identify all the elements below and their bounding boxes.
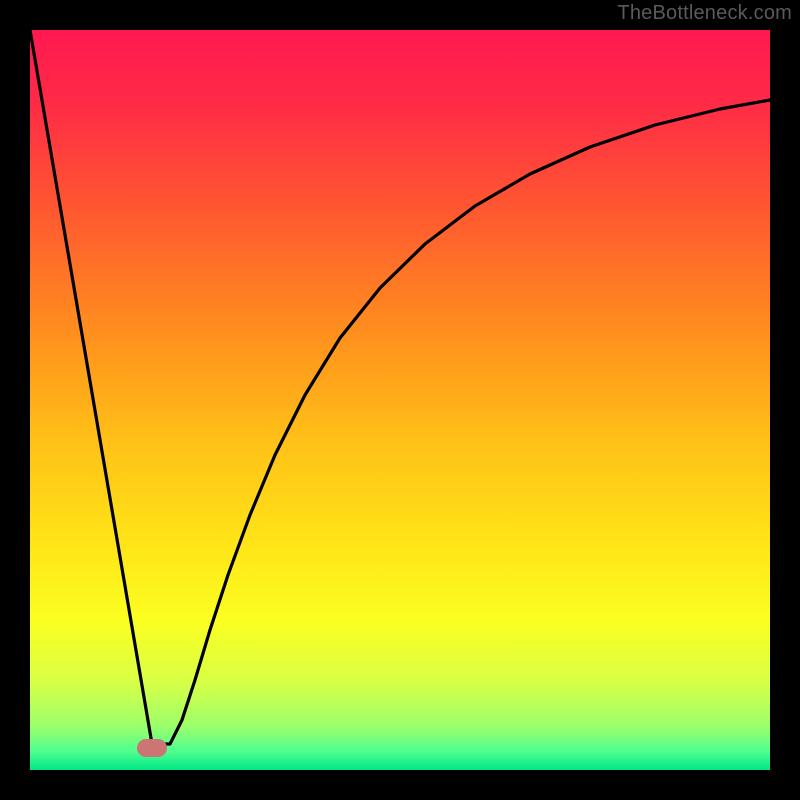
chart-container: { "watermark": { "text": "TheBottleneck.… — [0, 0, 800, 800]
plot-background — [30, 30, 770, 770]
watermark-text: TheBottleneck.com — [617, 2, 792, 25]
optimal-point-marker — [137, 739, 167, 757]
bottleneck-chart — [0, 0, 800, 800]
